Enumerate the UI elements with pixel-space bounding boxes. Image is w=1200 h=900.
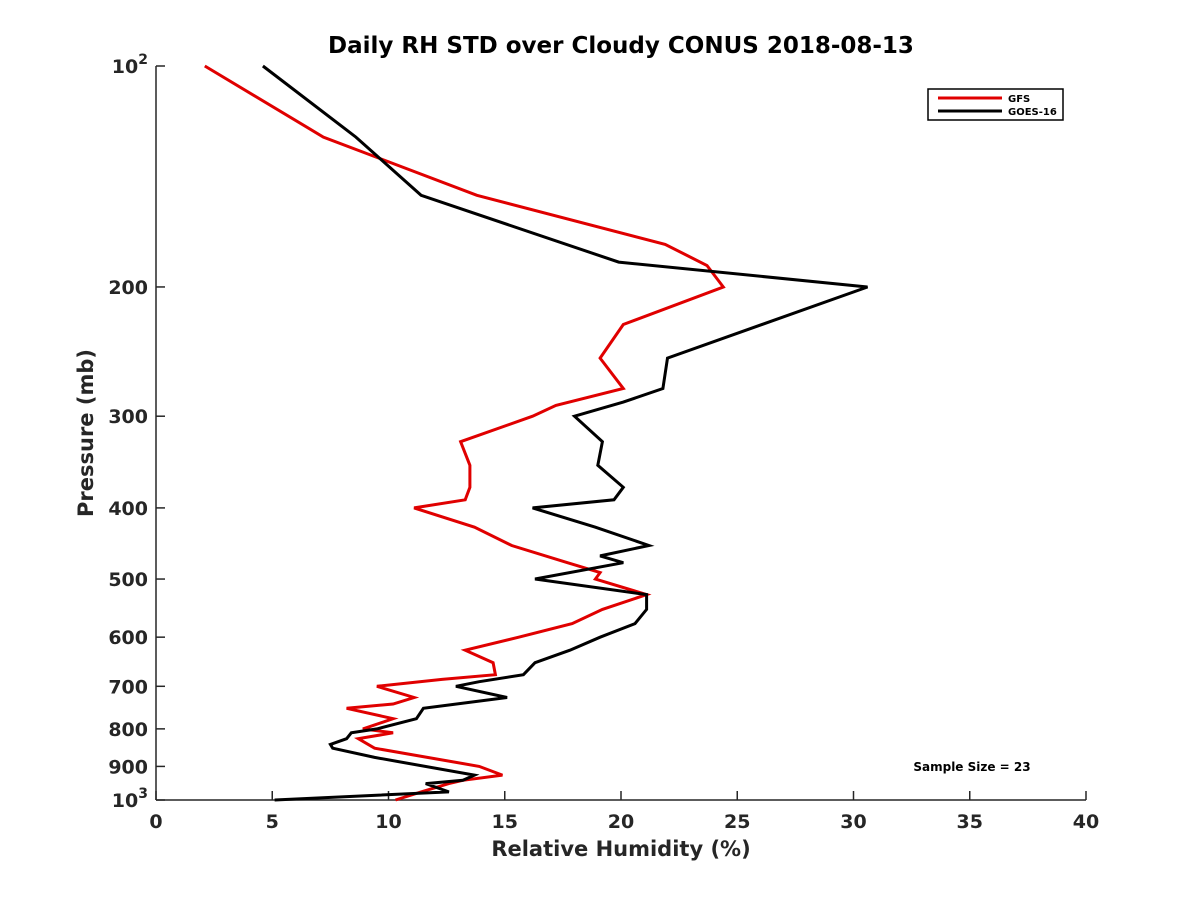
y-tick-label: 600 xyxy=(108,627,148,649)
x-tick-label: 30 xyxy=(840,811,866,833)
x-axis-label: Relative Humidity (%) xyxy=(491,837,750,861)
y-tick-label: 400 xyxy=(108,498,148,520)
chart-title: Daily RH STD over Cloudy CONUS 2018-08-1… xyxy=(328,33,914,59)
y-tick-label: 800 xyxy=(108,719,148,741)
x-tick-label: 10 xyxy=(375,811,401,833)
x-tick-label: 5 xyxy=(266,811,279,833)
y-tick-label: 102 xyxy=(112,52,148,78)
x-tick-label: 0 xyxy=(149,811,162,833)
sample-size-annotation: Sample Size = 23 xyxy=(913,760,1030,774)
series-line-goes-16 xyxy=(261,64,869,802)
y-axis-label: Pressure (mb) xyxy=(74,349,98,517)
x-tick-label: 35 xyxy=(957,811,983,833)
legend-box xyxy=(927,88,1064,121)
x-tick-label: 40 xyxy=(1073,811,1099,833)
y-tick-label: 700 xyxy=(108,676,148,698)
series-line-gfs xyxy=(204,64,726,802)
plot-area: 0 5 10 15 20 25 30 35 40 102 200 300 400 500 600 700 800… xyxy=(108,52,1099,833)
x-tick-label: 20 xyxy=(608,811,634,833)
y-tick-label: 300 xyxy=(108,406,148,428)
y-tick-label: 900 xyxy=(108,756,148,778)
y-tick-label: 500 xyxy=(108,569,148,591)
legend-label-gfs: GFS xyxy=(1008,94,1030,105)
legend-label-goes-16: GOES-16 xyxy=(1008,107,1057,118)
x-tick-label: 25 xyxy=(724,811,750,833)
y-tick-label: 200 xyxy=(108,277,148,299)
y-tick-label: 103 xyxy=(112,786,148,812)
x-tick-label: 15 xyxy=(492,811,518,833)
legend: GFS GOES-16 xyxy=(927,88,1064,121)
